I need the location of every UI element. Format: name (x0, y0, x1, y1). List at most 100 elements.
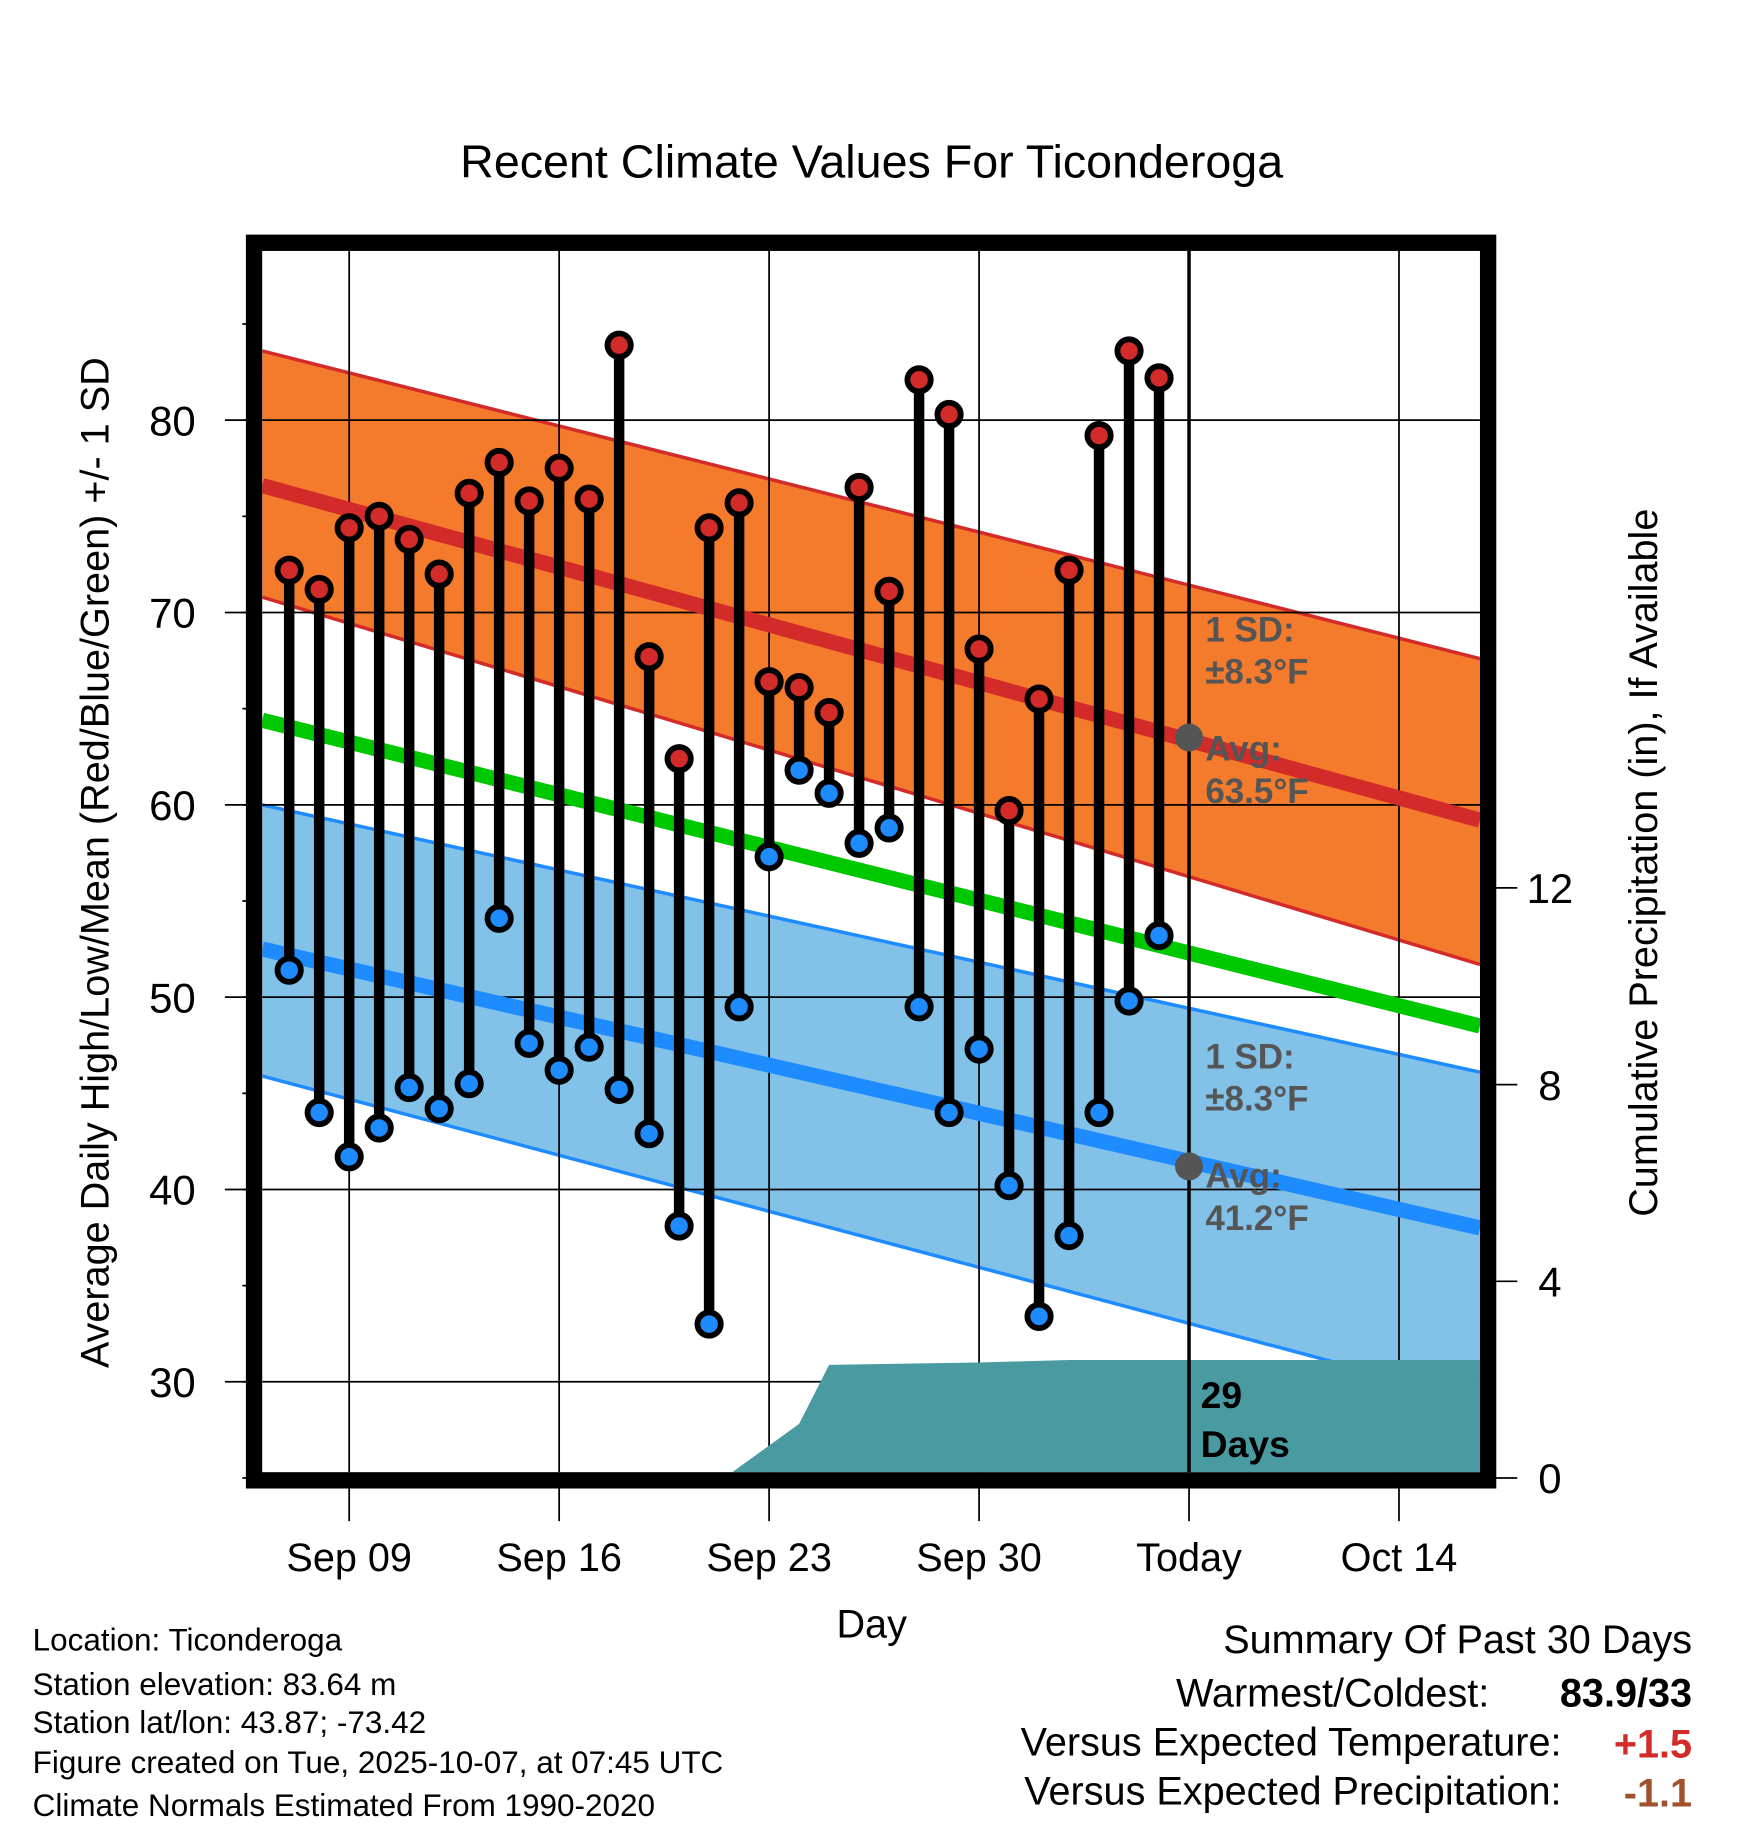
y2-tick-label: 4 (1538, 1258, 1561, 1305)
daily-high-point (574, 484, 604, 514)
daily-low-point (1114, 986, 1144, 1016)
low-sd-band (262, 804, 1480, 1402)
daily-high-point (394, 524, 424, 554)
high-avg-value: 63.5°F (1205, 772, 1308, 811)
y-tick-label: 50 (149, 974, 196, 1021)
summary-panel: Summary Of Past 30 Days Warmest/Coldest:… (1021, 1618, 1692, 1816)
daily-low-point (1084, 1097, 1114, 1128)
x-tick-label: Sep 30 (916, 1536, 1042, 1580)
daily-low-point (304, 1097, 334, 1128)
daily-high-point (634, 642, 664, 672)
daily-high-point (784, 672, 814, 703)
high-sd-value: ±8.3°F (1205, 653, 1308, 692)
daily-high-point (364, 501, 394, 531)
today-low-avg-marker (1175, 1152, 1204, 1181)
x-tick-label: Sep 16 (496, 1536, 622, 1580)
x-tick-label: Oct 14 (1341, 1536, 1458, 1580)
daily-high-point (724, 488, 754, 518)
y2-axis-label: Cumulative Precipitation (in), If Availa… (1622, 509, 1666, 1217)
daily-high-point (604, 330, 634, 360)
daily-low-point (604, 1074, 634, 1105)
today-high-avg-marker (1175, 723, 1204, 752)
daily-high-point (1114, 336, 1144, 366)
low-sd-value: ±8.3°F (1205, 1080, 1308, 1119)
elevation-text: Station elevation: 83.64 m (33, 1667, 397, 1702)
precip-label: Versus Expected Precipitation: (1024, 1769, 1561, 1813)
precip-area (262, 1359, 1480, 1473)
daily-low-point (274, 955, 304, 985)
daily-high-point (334, 513, 364, 543)
chart-title: Recent Climate Values For Ticonderoga (460, 136, 1283, 188)
daily-high-point (514, 486, 544, 516)
daily-low-point (994, 1171, 1024, 1201)
normals-text: Climate Normals Estimated From 1990-2020 (33, 1788, 655, 1823)
daily-low-point (844, 828, 874, 858)
daily-high-point (904, 365, 934, 395)
low-avg-label: Avg: (1205, 1157, 1281, 1196)
daily-low-point (1144, 921, 1174, 951)
high-upper-line (262, 349, 1480, 661)
daily-low-point (964, 1034, 994, 1064)
daily-high-point (484, 447, 514, 478)
x-tick-label: Sep 23 (706, 1536, 832, 1580)
daily-low-point (694, 1309, 724, 1339)
daily-high-point (964, 634, 994, 664)
precip-value: -1.1 (1624, 1772, 1692, 1816)
y-axis-label: Average Daily High/Low/Mean (Red/Blue/Gr… (73, 357, 117, 1368)
y2-tick-label: 12 (1527, 865, 1574, 912)
y-tick-label: 70 (149, 590, 196, 637)
daily-low-point (334, 1142, 364, 1172)
low-lower-line (262, 1074, 1480, 1403)
daily-low-point (454, 1069, 484, 1099)
days-annotation: 29 Days (1201, 1374, 1290, 1465)
daily-low-point (784, 755, 814, 785)
low-sd-label: 1 SD: (1205, 1037, 1294, 1076)
daily-low-point (1024, 1301, 1054, 1331)
x-tick-label: Today (1136, 1536, 1242, 1580)
plot-frame (245, 234, 1497, 1489)
daily-high-point (934, 399, 964, 429)
temp-label: Versus Expected Temperature: (1021, 1720, 1562, 1764)
daily-low-point (724, 992, 754, 1022)
daily-high-point (694, 513, 724, 543)
station-info: Location: Ticonderoga Station elevation:… (33, 1622, 724, 1822)
x-tick-label: Sep 09 (286, 1536, 412, 1580)
created-text: Figure created on Tue, 2025-10-07, at 07… (33, 1745, 724, 1780)
daily-low-point (514, 1028, 544, 1058)
daily-high-point (754, 667, 784, 697)
daily-high-point (844, 472, 874, 503)
daily-high-point (1084, 420, 1114, 451)
daily-low-point (874, 813, 904, 843)
daily-low-point (424, 1094, 454, 1124)
daily-high-point (994, 796, 1024, 826)
latlon-text: Station lat/lon: 43.87; -73.42 (33, 1705, 426, 1740)
daily-high-point (274, 555, 304, 585)
summary-title: Summary Of Past 30 Days (1223, 1618, 1692, 1662)
daily-high-point (1054, 555, 1084, 585)
x-axis-label: Day (836, 1603, 907, 1647)
daily-low-point (484, 903, 514, 933)
low-avg-value: 41.2°F (1205, 1199, 1308, 1238)
y-tick-label: 40 (149, 1167, 196, 1214)
daily-low-point (664, 1211, 694, 1241)
daily-high-point (304, 574, 334, 604)
location-text: Location: Ticonderoga (33, 1622, 343, 1657)
y2-tick-label: 8 (1538, 1062, 1561, 1109)
y-tick-label: 80 (149, 397, 196, 444)
daily-high-point (1144, 363, 1174, 393)
daily-low-point (1054, 1221, 1084, 1251)
warmest-value: 83.9/33 (1560, 1671, 1692, 1715)
daily-high-point (1024, 684, 1054, 714)
daily-low-point (634, 1119, 664, 1149)
high-avg-label: Avg: (1205, 730, 1281, 769)
daily-low-point (754, 842, 784, 872)
daily-low-point (814, 778, 844, 808)
daily-high-point (544, 453, 574, 483)
daily-low-point (904, 992, 934, 1022)
high-sd-label: 1 SD: (1205, 610, 1294, 649)
daily-high-point (454, 478, 484, 508)
daily-high-point (424, 559, 454, 589)
daily-low-point (934, 1097, 964, 1128)
